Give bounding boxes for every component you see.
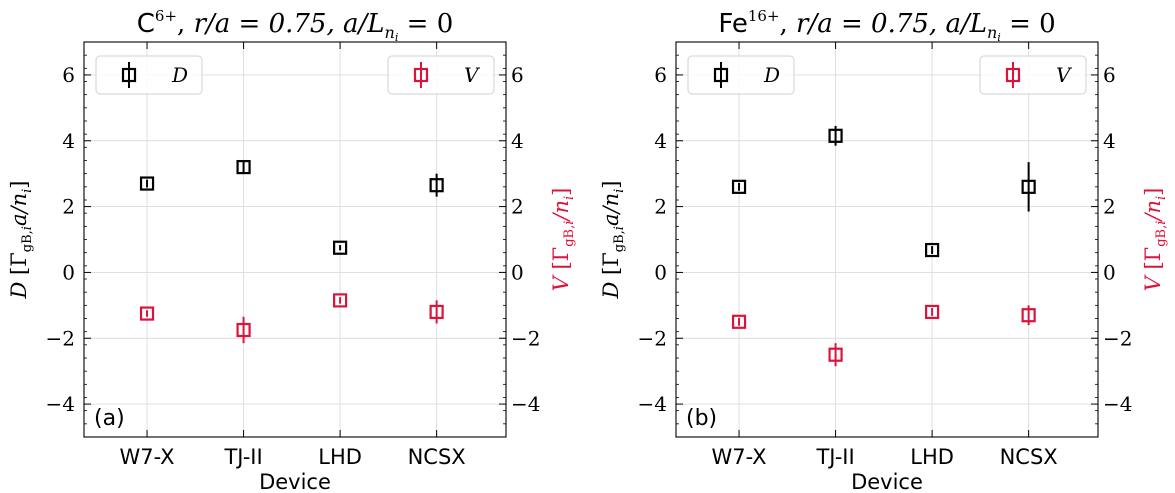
- ytick-label-right: −4: [1103, 392, 1132, 416]
- legend-V: V: [387, 55, 495, 95]
- series-V: [731, 304, 1036, 367]
- x-axis-label: Device: [851, 470, 923, 493]
- point-D: [1021, 179, 1036, 194]
- ytick-label-right: −4: [511, 392, 540, 416]
- xtick-label: NCSX: [408, 445, 466, 469]
- chart-panel-a: −4 −4 −2 −2 0 0 2 2 4 4 6 6 W7-X TJ-II LHD NCSX Device D …: [7, 7, 577, 493]
- series-V: [139, 293, 444, 344]
- ytick-label-left: 0: [654, 260, 667, 284]
- point-D: [429, 178, 444, 193]
- point-V: [828, 347, 843, 362]
- gridlines: [676, 42, 1098, 437]
- ytick-label-right: 6: [1103, 63, 1116, 87]
- legend-box: [979, 55, 1087, 95]
- point-V: [1021, 308, 1036, 323]
- ytick-label-right: 4: [511, 129, 524, 153]
- point-V: [429, 304, 444, 320]
- ytick-label-left: −4: [638, 392, 667, 416]
- chart-panel-b: −4 −4 −2 −2 0 0 2 2 4 4 6 6 W7-X TJ-II LHD NCSX Device D …: [599, 7, 1169, 493]
- xtick-label: W7-X: [120, 445, 175, 469]
- y-axis-label-right: V [ΓgB,i/ni]: [1141, 188, 1169, 292]
- xtick-label: LHD: [910, 445, 954, 469]
- ytick-label-right: −2: [1103, 326, 1132, 350]
- legend-box: [387, 55, 495, 95]
- point-V: [925, 304, 940, 320]
- point-V: [139, 306, 155, 321]
- point-D: [333, 240, 348, 255]
- chart-title: C6+, r/a = 0.75, a/Lni = 0: [137, 7, 453, 44]
- xtick-label: W7-X: [712, 445, 767, 469]
- legend-marker: [121, 67, 137, 83]
- ytick-label-left: 4: [654, 129, 667, 153]
- legend-marker: [713, 67, 729, 83]
- point-V: [731, 314, 747, 329]
- point-D: [236, 159, 251, 175]
- xtick-label: NCSX: [1000, 445, 1058, 469]
- ytick-label-left: −2: [46, 326, 75, 350]
- ytick-label-left: 2: [654, 195, 667, 219]
- ytick-label-right: 4: [1103, 129, 1116, 153]
- panel-label: (b): [686, 406, 717, 431]
- point-V: [236, 322, 251, 338]
- legend-label: V: [1056, 63, 1073, 87]
- ytick-label-left: 6: [654, 63, 667, 87]
- legend-marker: [1005, 67, 1021, 83]
- ytick-label-left: −2: [638, 326, 667, 350]
- series-D: [139, 159, 444, 255]
- y-axis-label-right: V [ΓgB,i/ni]: [549, 188, 577, 292]
- ytick-label-right: 0: [511, 260, 524, 284]
- legend-D: D: [687, 55, 795, 95]
- legend-D: D: [95, 55, 203, 95]
- ytick-label-left: 4: [62, 129, 75, 153]
- legend-label: D: [171, 63, 188, 87]
- point-D: [731, 179, 747, 194]
- xtick-label: TJ-II: [815, 445, 854, 469]
- ytick-label-left: 2: [62, 195, 75, 219]
- legend-box: [687, 55, 795, 95]
- ytick-label-right: −2: [511, 326, 540, 350]
- chart-title: Fe16+, r/a = 0.75, a/Lni = 0: [718, 7, 1055, 44]
- legend-label: V: [464, 63, 481, 87]
- y-axis-label-left: D [ΓgB,ia/ni]: [7, 181, 35, 300]
- panel-label: (a): [94, 406, 125, 431]
- ytick-label-left: 6: [62, 63, 75, 87]
- point-V: [333, 293, 348, 308]
- ytick-label-left: 0: [62, 260, 75, 284]
- point-D: [139, 176, 155, 191]
- xtick-label: LHD: [318, 445, 362, 469]
- xtick-label: TJ-II: [223, 445, 262, 469]
- ytick-label-right: 0: [1103, 260, 1116, 284]
- ytick-label-right: 2: [511, 195, 524, 219]
- ytick-label-left: −4: [46, 392, 75, 416]
- legend-box: [95, 55, 203, 95]
- legend-label: D: [763, 63, 780, 87]
- gridlines: [84, 42, 506, 437]
- ytick-label-right: 6: [511, 63, 524, 87]
- y-axis-label-left: D [ΓgB,ia/ni]: [599, 181, 627, 300]
- legend-marker: [413, 67, 429, 83]
- x-axis-label: Device: [259, 470, 331, 493]
- ytick-label-right: 2: [1103, 195, 1116, 219]
- point-D: [925, 242, 940, 258]
- legend-V: V: [979, 55, 1087, 95]
- point-D: [828, 128, 843, 143]
- series-D: [731, 125, 1036, 258]
